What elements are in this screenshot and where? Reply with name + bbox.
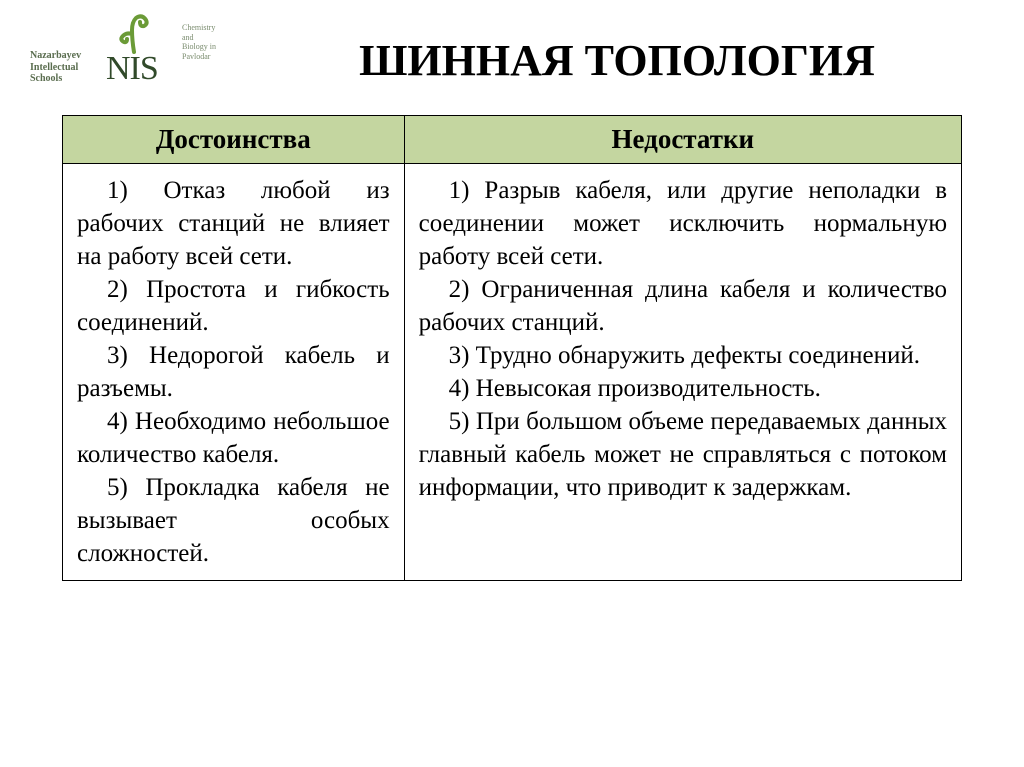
header-disadvantages: Недостатки (404, 116, 961, 164)
list-item: 4) Невысокая производительность. (419, 372, 947, 405)
logo-sub-line: Biology in (182, 42, 216, 51)
list-item: 5) При большом объеме передаваемых данны… (419, 405, 947, 504)
logo-sub-text: Chemistry and Biology in Pavlodar (182, 23, 220, 61)
page-title: ШИННАЯ ТОПОЛОГИЯ (240, 35, 994, 86)
logo: NIS Nazarbayev Intellectual Schools Chem… (30, 10, 220, 100)
logo-nis-text: NIS (106, 50, 158, 88)
logo-school-text: Nazarbayev Intellectual Schools (30, 50, 81, 85)
table-row: 1) Отказ любой из рабочих станций не вли… (63, 164, 962, 581)
cell-advantages: 1) Отказ любой из рабочих станций не вли… (63, 164, 405, 581)
list-item: 1) Отказ любой из рабочих станций не вли… (77, 174, 390, 273)
list-item: 2) Простота и гибкость соединений. (77, 273, 390, 339)
cell-disadvantages: 1) Разрыв кабеля, или другие неполадки в… (404, 164, 961, 581)
logo-school-line: Nazarbayev (30, 50, 81, 61)
list-item: 4) Необходимо небольшое количество кабел… (77, 405, 390, 471)
list-item: 3) Трудно обнаружить дефекты соединений. (419, 339, 947, 372)
list-item: 1) Разрыв кабеля, или другие неполадки в… (419, 174, 947, 273)
logo-sub-line: Pavlodar (182, 52, 210, 61)
list-item: 5) Прокладка кабеля не вызывает особых с… (77, 471, 390, 570)
logo-school-line: Schools (30, 73, 62, 84)
list-item: 2) Ограниченная длина кабеля и количеств… (419, 273, 947, 339)
logo-sub-line: Chemistry and (182, 23, 215, 42)
list-item: 3) Недорогой кабель и разъемы. (77, 339, 390, 405)
comparison-table: Достоинства Недостатки 1) Отказ любой из… (62, 115, 962, 581)
logo-school-line: Intellectual (30, 62, 78, 73)
header-advantages: Достоинства (63, 116, 405, 164)
